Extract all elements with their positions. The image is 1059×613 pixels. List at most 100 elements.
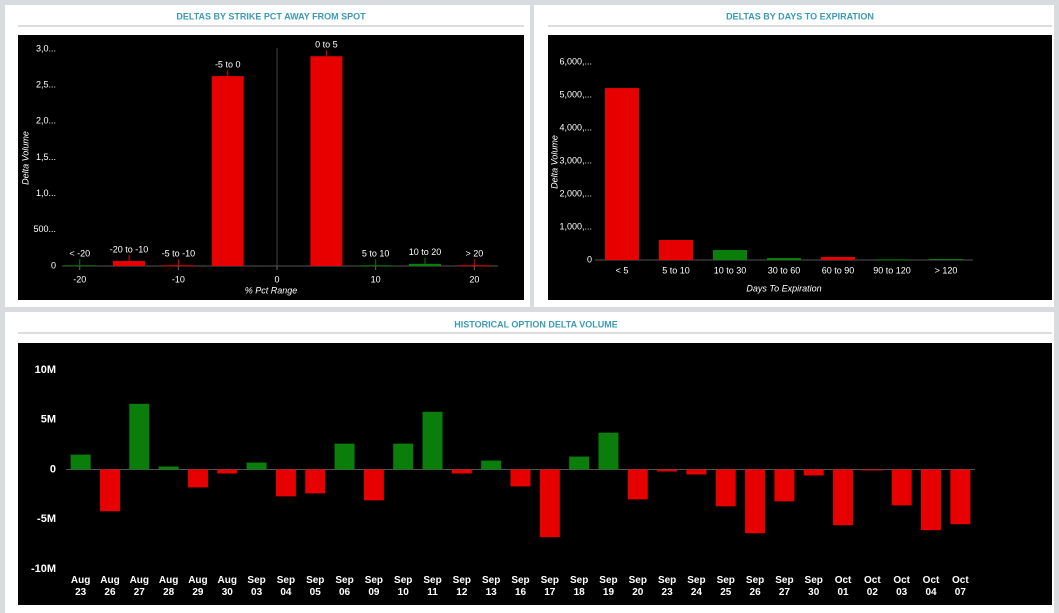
bar bbox=[921, 469, 942, 531]
x-tick-label: 5 to 10 bbox=[662, 265, 690, 275]
bar bbox=[929, 259, 963, 261]
x-axis-label: % Pct Range bbox=[245, 285, 298, 295]
bar bbox=[821, 257, 855, 260]
y-tick-label: 0 bbox=[50, 463, 56, 475]
bar bbox=[745, 469, 766, 534]
x-tick-label: Sep 10 bbox=[394, 575, 413, 598]
x-tick-label: 60 to 90 bbox=[822, 265, 855, 275]
y-tick-label: 0 bbox=[587, 254, 592, 264]
bar bbox=[305, 469, 326, 494]
bar bbox=[310, 56, 343, 266]
x-tick-label: Oct 01 bbox=[834, 575, 852, 598]
data-label: 5 to 10 bbox=[362, 249, 390, 259]
chart-title: HISTORICAL OPTION DELTA VOLUME bbox=[454, 319, 618, 329]
y-axis-label: Delta Volume bbox=[20, 131, 30, 185]
x-tick-label: Sep 19 bbox=[599, 575, 618, 598]
y-tick-label: 5,000,... bbox=[559, 89, 592, 99]
x-tick-label: Sep 26 bbox=[745, 575, 765, 598]
bar bbox=[803, 469, 824, 476]
data-label: 10 to 20 bbox=[409, 247, 442, 257]
bar bbox=[99, 469, 120, 512]
bar bbox=[162, 265, 195, 267]
y-tick-label: 2,0... bbox=[36, 116, 56, 126]
x-tick-label: > 120 bbox=[935, 265, 958, 275]
x-tick-label: Sep 17 bbox=[540, 575, 559, 598]
x-tick-label: 10 bbox=[371, 274, 381, 284]
bar bbox=[158, 466, 179, 470]
bar bbox=[393, 443, 414, 470]
y-tick-label: 4,000,... bbox=[559, 122, 592, 132]
bar bbox=[409, 263, 442, 266]
x-tick-label: Oct 07 bbox=[951, 575, 969, 598]
bar bbox=[129, 403, 150, 470]
x-tick-label: Sep 27 bbox=[775, 575, 794, 598]
y-tick-label: 3,000,... bbox=[559, 155, 592, 165]
bar bbox=[598, 432, 619, 470]
x-tick-label: Sep 23 bbox=[657, 575, 677, 598]
bar bbox=[686, 469, 707, 475]
bar bbox=[246, 462, 267, 470]
x-tick-label: 0 bbox=[275, 274, 280, 284]
bar bbox=[833, 469, 854, 526]
data-label: -20 to -10 bbox=[110, 244, 149, 254]
bar bbox=[275, 469, 296, 497]
bar bbox=[458, 265, 491, 267]
data-label: 0 to 5 bbox=[315, 40, 338, 50]
x-tick-label: Oct 02 bbox=[864, 575, 881, 598]
bar bbox=[713, 250, 747, 260]
x-tick-label: Sep 16 bbox=[511, 575, 530, 598]
x-tick-label: Sep 12 bbox=[452, 575, 472, 598]
x-tick-label: Aug 28 bbox=[158, 575, 179, 598]
bar bbox=[774, 469, 795, 502]
bar bbox=[217, 469, 238, 474]
bar bbox=[627, 469, 648, 500]
x-tick-label: Sep 06 bbox=[335, 575, 354, 598]
y-tick-label: 1,5... bbox=[36, 152, 56, 162]
x-tick-label: Oct 04 bbox=[922, 575, 940, 598]
y-tick-label: 0 bbox=[51, 260, 56, 270]
bar bbox=[715, 469, 736, 507]
bar bbox=[334, 443, 355, 470]
x-tick-label: 30 to 60 bbox=[768, 265, 801, 275]
bar bbox=[950, 469, 971, 525]
bar bbox=[63, 265, 96, 267]
y-tick-label: -10M bbox=[31, 563, 56, 575]
bar bbox=[481, 460, 502, 470]
data-label: < -20 bbox=[69, 249, 90, 259]
x-tick-label: < 5 bbox=[616, 265, 629, 275]
bar bbox=[510, 469, 531, 487]
x-axis-label: Days To Expiration bbox=[746, 283, 821, 293]
bar bbox=[657, 469, 678, 472]
x-tick-label: 20 bbox=[469, 274, 479, 284]
data-label: > 20 bbox=[465, 249, 483, 259]
x-tick-label: Sep 30 bbox=[804, 575, 823, 598]
x-tick-label: Aug 26 bbox=[100, 575, 120, 598]
plot-area bbox=[18, 35, 524, 300]
bar bbox=[862, 469, 883, 471]
bar bbox=[359, 265, 392, 267]
y-tick-label: 6,000,... bbox=[559, 56, 592, 66]
y-tick-label: 2,000,... bbox=[559, 188, 592, 198]
bar bbox=[70, 454, 91, 470]
bar bbox=[363, 469, 384, 501]
bar bbox=[891, 469, 912, 506]
x-tick-label: Sep 03 bbox=[247, 575, 266, 598]
x-tick-label: -20 bbox=[73, 274, 86, 284]
x-tick-label: 90 to 120 bbox=[873, 265, 911, 275]
x-tick-label: 10 to 30 bbox=[714, 265, 747, 275]
y-tick-label: 1,0... bbox=[36, 188, 56, 198]
data-label: -5 to -10 bbox=[162, 249, 196, 259]
x-tick-label: Sep 11 bbox=[423, 575, 442, 598]
x-tick-label: Aug 30 bbox=[217, 575, 237, 598]
x-tick-label: Sep 13 bbox=[482, 575, 501, 598]
x-tick-label: Sep 18 bbox=[569, 575, 589, 598]
chart-title: DELTAS BY DAYS TO EXPIRATION bbox=[726, 11, 874, 21]
x-tick-label: Sep 04 bbox=[276, 575, 296, 598]
y-tick-label: 3,0... bbox=[36, 43, 56, 53]
y-tick-label: 1,000,... bbox=[559, 221, 592, 231]
bar bbox=[605, 88, 639, 260]
x-tick-label: Sep 05 bbox=[306, 575, 325, 598]
bar bbox=[187, 469, 208, 488]
